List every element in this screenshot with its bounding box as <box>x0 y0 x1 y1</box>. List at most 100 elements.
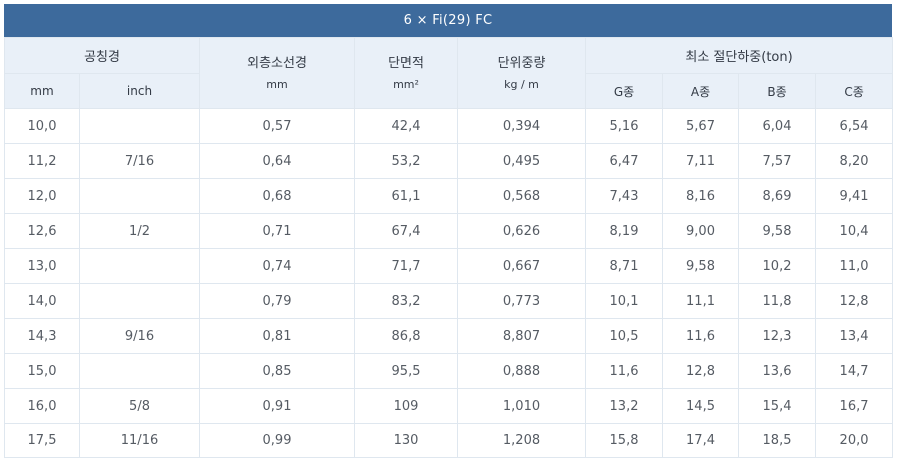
cell-b-grade: 9,58 <box>738 213 817 249</box>
cell-b-grade: 8,69 <box>738 178 817 214</box>
table-title: 6 × Fi(29) FC <box>4 4 892 37</box>
cell-inch: 7/16 <box>78 143 201 179</box>
table-row: 17,5 11/16 0,99 130 1,208 15,8 17,4 18,5… <box>4 423 894 458</box>
cell-mm: 16,0 <box>4 388 80 424</box>
cell-unit-weight: 0,495 <box>457 143 587 179</box>
cell-cross-section: 53,2 <box>354 143 459 179</box>
rope-spec-table: 공칭경 외층소선경 mm 단면적 mm² 단위중량 kg / m 최소 절단하중… <box>3 37 894 458</box>
cell-cross-section: 61,1 <box>354 178 459 214</box>
cell-unit-weight: 1,208 <box>457 423 587 458</box>
cell-mm: 13,0 <box>4 248 80 284</box>
cell-mm: 14,3 <box>4 318 80 354</box>
cell-outer-wire: 0,79 <box>199 283 356 319</box>
cell-g-grade: 10,5 <box>585 318 664 354</box>
cell-cross-section: 95,5 <box>354 353 459 389</box>
cell-a-grade: 8,16 <box>662 178 740 214</box>
header-mm: mm <box>4 73 80 109</box>
table-row: 16,0 5/8 0,91 109 1,010 13,2 14,5 15,4 1… <box>4 388 894 424</box>
cell-inch: 1/2 <box>78 213 201 249</box>
cell-cross-section: 130 <box>354 423 459 458</box>
cell-cross-section: 109 <box>354 388 459 424</box>
cell-outer-wire: 0,99 <box>199 423 356 458</box>
cell-inch: 5/8 <box>78 388 201 424</box>
cell-c-grade: 14,7 <box>815 353 894 389</box>
header-outer-wire-unit: mm <box>266 77 288 91</box>
cell-mm: 14,0 <box>4 283 80 319</box>
cell-g-grade: 6,47 <box>585 143 664 179</box>
cell-g-grade: 8,71 <box>585 248 664 284</box>
header-cross-section-label: 단면적 <box>388 55 424 71</box>
cell-unit-weight: 0,888 <box>457 353 587 389</box>
cell-g-grade: 7,43 <box>585 178 664 214</box>
cell-a-grade: 17,4 <box>662 423 740 458</box>
cell-outer-wire: 0,68 <box>199 178 356 214</box>
cell-cross-section: 71,7 <box>354 248 459 284</box>
cell-b-grade: 12,3 <box>738 318 817 354</box>
table-head: 공칭경 외층소선경 mm 단면적 mm² 단위중량 kg / m 최소 절단하중… <box>3 37 894 109</box>
header-a-grade: A종 <box>662 73 740 109</box>
cell-mm: 15,0 <box>4 353 80 389</box>
cell-a-grade: 12,8 <box>662 353 740 389</box>
cell-c-grade: 9,41 <box>815 178 894 214</box>
cell-unit-weight: 0,667 <box>457 248 587 284</box>
header-nominal-diameter: 공칭경 <box>3 37 201 74</box>
cell-inch: 9/16 <box>78 318 201 354</box>
header-unit-weight: 단위중량 kg / m <box>457 37 587 109</box>
cell-unit-weight: 1,010 <box>457 388 587 424</box>
cell-cross-section: 83,2 <box>354 283 459 319</box>
cell-c-grade: 6,54 <box>815 108 894 144</box>
header-outer-wire-diameter: 외층소선경 mm <box>199 37 356 109</box>
header-b-grade: B종 <box>738 73 817 109</box>
cell-mm: 10,0 <box>4 108 80 144</box>
cell-b-grade: 15,4 <box>738 388 817 424</box>
cell-mm: 11,2 <box>4 143 80 179</box>
cell-g-grade: 8,19 <box>585 213 664 249</box>
cell-b-grade: 7,57 <box>738 143 817 179</box>
cell-b-grade: 10,2 <box>738 248 817 284</box>
cell-cross-section: 67,4 <box>354 213 459 249</box>
table-row: 12,6 1/2 0,71 67,4 0,626 8,19 9,00 9,58 … <box>4 213 894 249</box>
cell-c-grade: 11,0 <box>815 248 894 284</box>
cell-unit-weight: 0,568 <box>457 178 587 214</box>
cell-inch <box>78 108 201 144</box>
cell-inch <box>78 248 201 284</box>
table-body: 10,0 0,57 42,4 0,394 5,16 5,67 6,04 6,54… <box>4 108 894 458</box>
cell-outer-wire: 0,91 <box>199 388 356 424</box>
cell-outer-wire: 0,74 <box>199 248 356 284</box>
cell-c-grade: 12,8 <box>815 283 894 319</box>
cell-mm: 12,0 <box>4 178 80 214</box>
table-row: 15,0 0,85 95,5 0,888 11,6 12,8 13,6 14,7 <box>4 353 894 389</box>
cell-g-grade: 10,1 <box>585 283 664 319</box>
cell-g-grade: 13,2 <box>585 388 664 424</box>
cell-b-grade: 18,5 <box>738 423 817 458</box>
cell-mm: 17,5 <box>4 423 80 458</box>
cell-outer-wire: 0,85 <box>199 353 356 389</box>
cell-b-grade: 6,04 <box>738 108 817 144</box>
cell-c-grade: 13,4 <box>815 318 894 354</box>
cell-a-grade: 9,58 <box>662 248 740 284</box>
cell-cross-section: 42,4 <box>354 108 459 144</box>
header-c-grade: C종 <box>815 73 894 109</box>
cell-unit-weight: 0,626 <box>457 213 587 249</box>
header-cross-section: 단면적 mm² <box>354 37 459 109</box>
cell-g-grade: 5,16 <box>585 108 664 144</box>
header-inch: inch <box>78 73 201 109</box>
cell-a-grade: 11,1 <box>662 283 740 319</box>
cell-a-grade: 14,5 <box>662 388 740 424</box>
cell-unit-weight: 0,394 <box>457 108 587 144</box>
table-row: 11,2 7/16 0,64 53,2 0,495 6,47 7,11 7,57… <box>4 143 894 179</box>
cell-a-grade: 5,67 <box>662 108 740 144</box>
cell-b-grade: 11,8 <box>738 283 817 319</box>
cell-unit-weight: 8,807 <box>457 318 587 354</box>
cell-a-grade: 9,00 <box>662 213 740 249</box>
cell-b-grade: 13,6 <box>738 353 817 389</box>
header-unit-weight-unit: kg / m <box>504 77 539 91</box>
cell-mm: 12,6 <box>4 213 80 249</box>
cell-unit-weight: 0,773 <box>457 283 587 319</box>
cell-g-grade: 15,8 <box>585 423 664 458</box>
cell-outer-wire: 0,57 <box>199 108 356 144</box>
cell-c-grade: 8,20 <box>815 143 894 179</box>
table-row: 10,0 0,57 42,4 0,394 5,16 5,67 6,04 6,54 <box>4 108 894 144</box>
cell-c-grade: 20,0 <box>815 423 894 458</box>
cell-outer-wire: 0,64 <box>199 143 356 179</box>
